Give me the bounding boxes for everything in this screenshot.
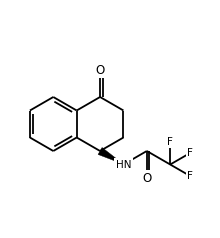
Text: F: F	[187, 148, 193, 158]
Polygon shape	[98, 148, 124, 164]
Text: O: O	[142, 172, 151, 184]
Text: F: F	[167, 137, 173, 147]
Text: F: F	[187, 171, 193, 181]
Text: O: O	[95, 64, 105, 76]
Text: HN: HN	[116, 159, 131, 169]
